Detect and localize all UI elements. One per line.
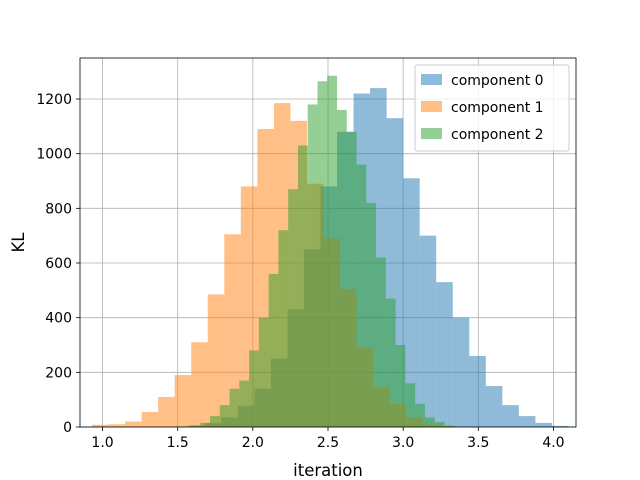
legend-label: component 0: [451, 73, 544, 89]
y-tick-label: 1200: [36, 92, 72, 108]
histogram-bar: [502, 405, 519, 427]
histogram-bar: [249, 350, 259, 427]
y-tick-label: 600: [45, 256, 72, 272]
histogram-bar: [229, 388, 240, 427]
x-tick-label: 4.0: [542, 435, 564, 451]
legend-label: component 2: [451, 127, 544, 143]
y-tick-label: 200: [45, 365, 72, 381]
histogram-bar: [224, 234, 241, 427]
y-tick-label: 400: [45, 311, 72, 327]
histogram-bar: [452, 317, 470, 427]
histogram-bar: [376, 257, 386, 427]
histogram-bar: [125, 421, 142, 427]
histogram-bar: [436, 282, 453, 427]
histogram-bar: [92, 424, 109, 427]
legend-swatch: [421, 74, 442, 85]
histogram-bar: [535, 422, 552, 427]
histogram-bar: [485, 386, 503, 427]
histogram-bar: [307, 104, 318, 427]
x-tick-label: 1.0: [91, 435, 113, 451]
histogram-bar: [191, 342, 208, 427]
x-axis-label: iteration: [293, 461, 363, 480]
histogram-bar: [317, 81, 328, 427]
legend-swatch: [421, 128, 442, 139]
histogram-bar: [268, 273, 279, 427]
histogram-bar: [174, 375, 192, 427]
histogram-bar: [337, 109, 347, 427]
histogram-bar: [444, 425, 455, 427]
histogram-bar: [356, 164, 367, 427]
histogram-bar: [327, 75, 338, 428]
x-tick-label: 2.5: [317, 435, 339, 451]
bars: [92, 75, 569, 428]
histogram-bar: [385, 298, 396, 427]
y-tick-label: 1000: [36, 147, 72, 163]
histogram-bar: [405, 383, 416, 427]
histogram-bar: [415, 403, 425, 427]
ticks: 1.0 1.5 2.0 2.5 3.0 3.5 4.0 0 200 400 600 800 1000 12…: [36, 92, 564, 451]
histogram-bar: [419, 235, 437, 427]
histogram-bar: [288, 189, 298, 427]
legend-label: component 1: [451, 100, 544, 116]
histogram-bar: [297, 145, 308, 427]
y-tick-label: 0: [63, 420, 72, 436]
y-axis-label: KL: [9, 232, 28, 253]
y-tick-label: 800: [45, 201, 72, 217]
histogram-bar: [551, 425, 569, 427]
histogram-bar: [403, 178, 420, 427]
histogram-bar: [346, 131, 357, 428]
histogram-bar: [219, 405, 230, 427]
x-tick-label: 1.5: [167, 435, 189, 451]
legend: component 0 component 1 component 2: [414, 64, 570, 152]
histogram-bar: [366, 202, 377, 427]
histogram-bar: [239, 380, 250, 427]
histogram-bar: [190, 425, 201, 427]
histogram-bar: [395, 345, 406, 427]
legend-box: [414, 64, 570, 152]
histogram-bar: [207, 294, 225, 427]
x-tick-label: 3.0: [392, 435, 414, 451]
histogram-bar: [278, 230, 289, 427]
series-2-bars: [180, 75, 455, 428]
histogram-bar: [141, 411, 159, 427]
legend-swatch: [421, 101, 442, 112]
histogram-bar: [434, 422, 445, 427]
histogram-bar: [200, 422, 211, 427]
histogram-bar: [518, 416, 536, 427]
histogram-bar: [158, 396, 175, 427]
histogram-bar: [108, 424, 126, 427]
histogram-bar: [258, 317, 269, 427]
histogram-bar: [424, 417, 435, 427]
x-tick-label: 3.5: [467, 435, 489, 451]
x-tick-label: 2.0: [242, 435, 264, 451]
histogram-bar: [210, 416, 220, 427]
histogram-bar: [469, 355, 486, 427]
